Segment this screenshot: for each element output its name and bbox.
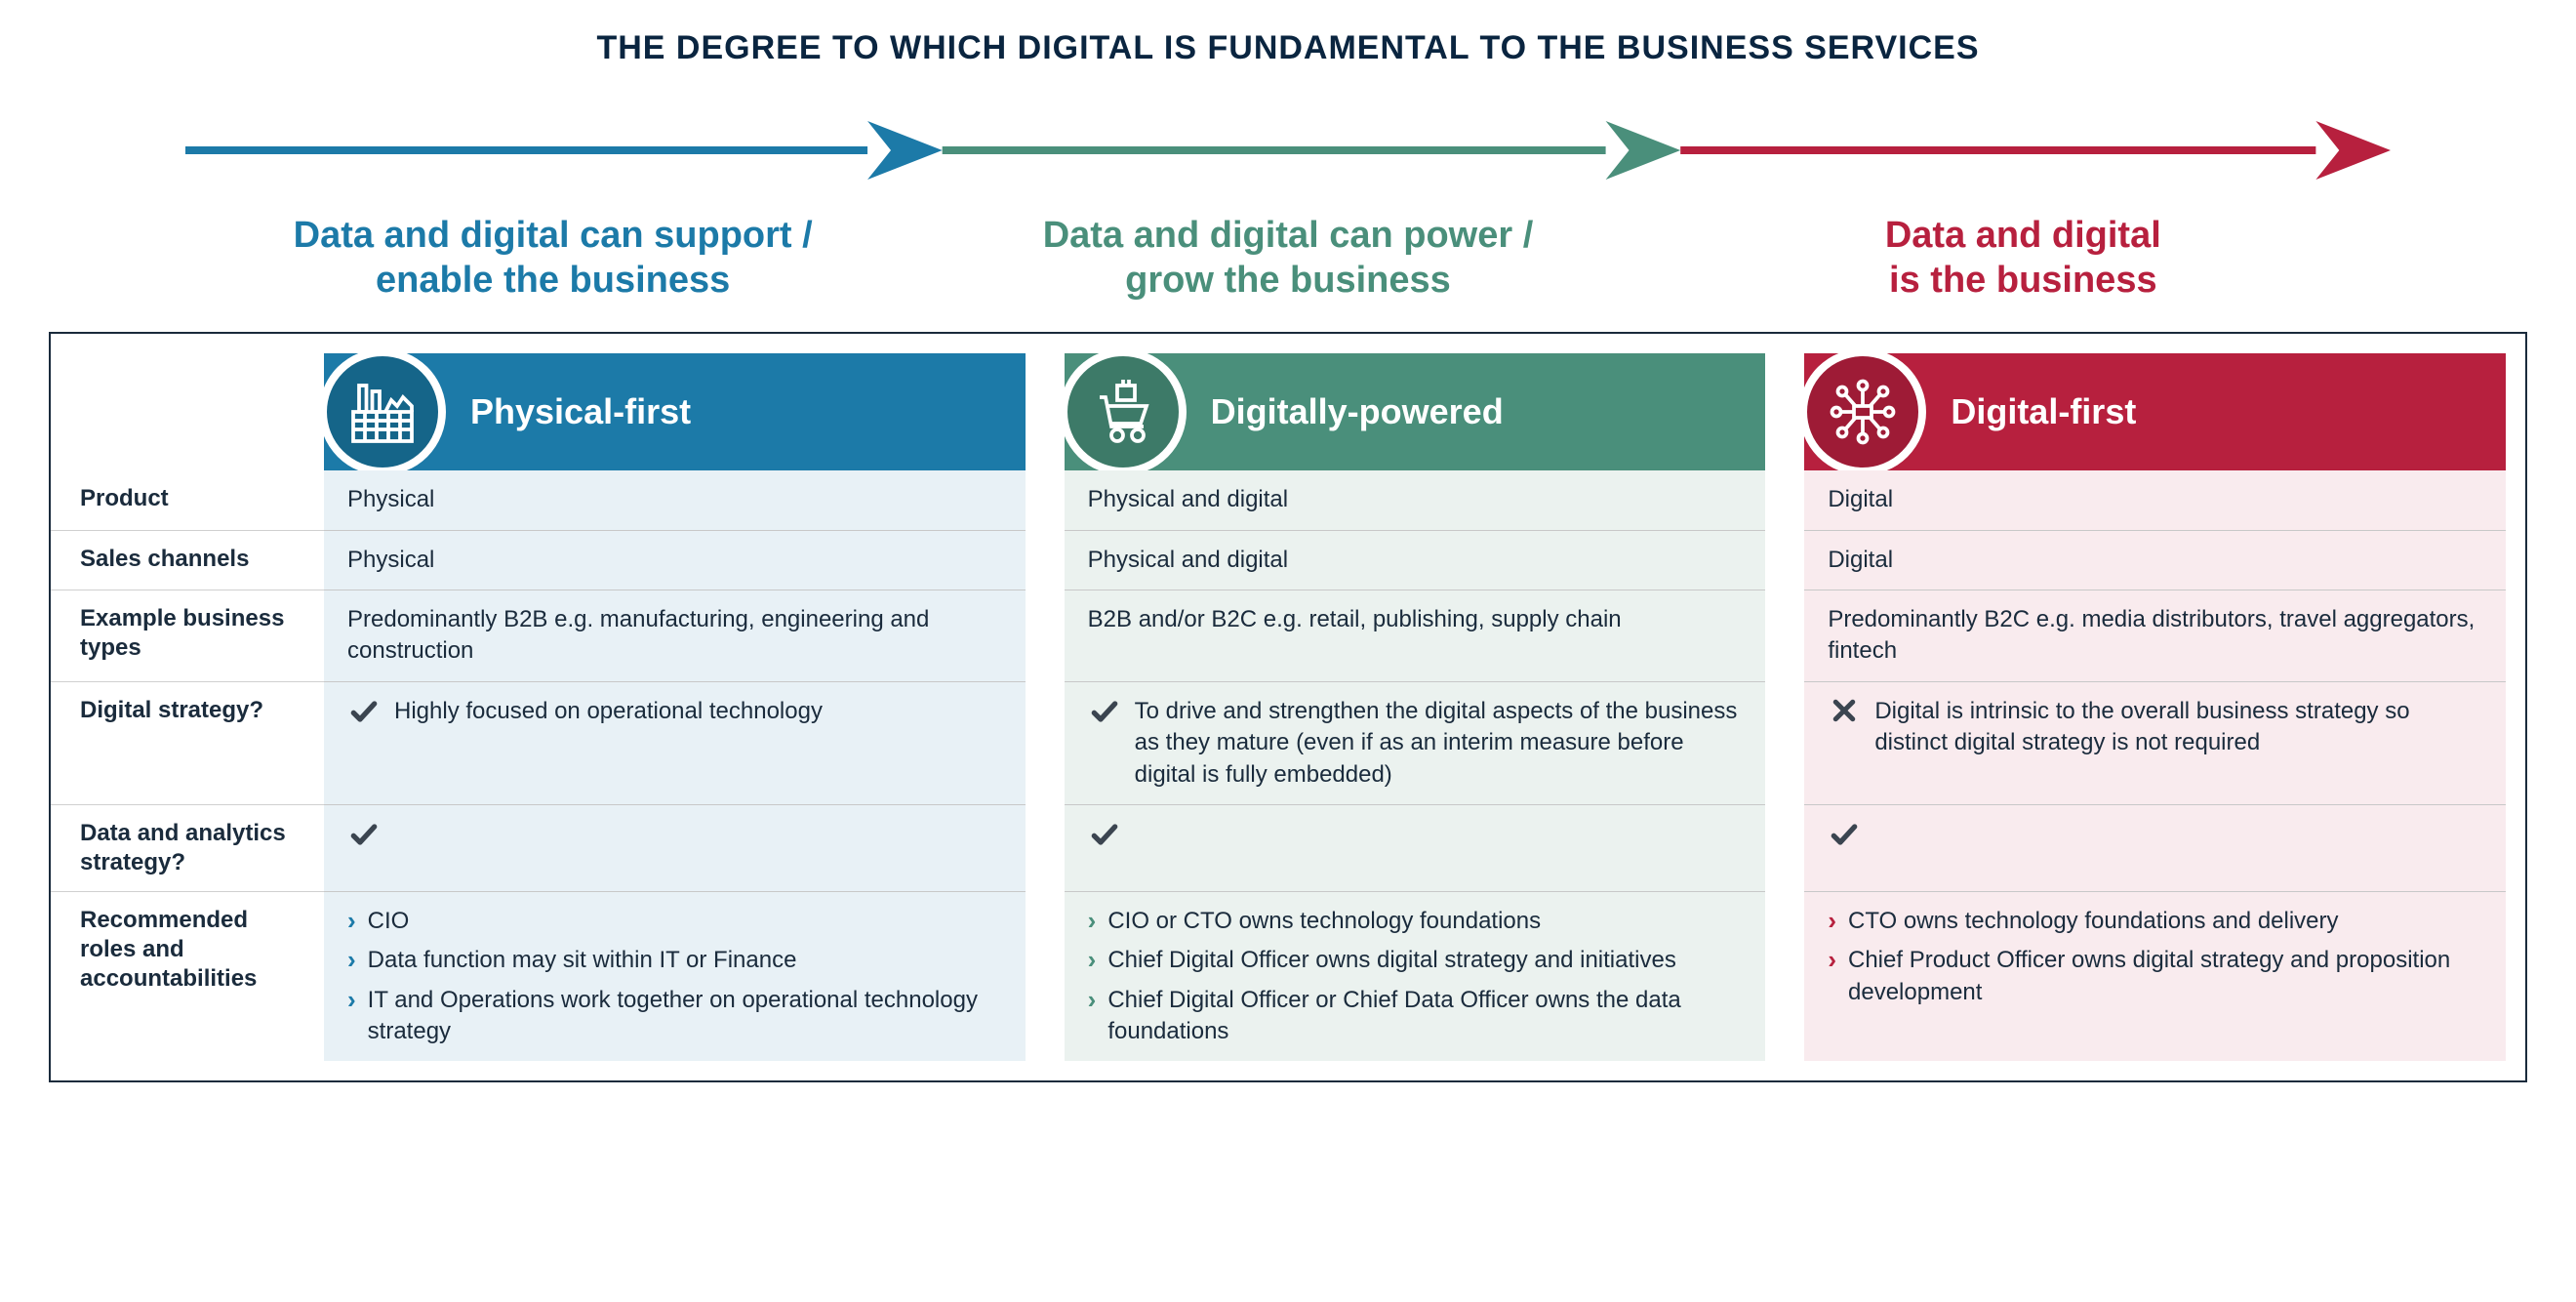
role-bullet: › CTO owns technology foundations and del… xyxy=(1828,906,2482,937)
chevron-icon: › xyxy=(1088,906,1097,936)
subtitle-left: Data and digital can support / enable th… xyxy=(185,214,920,303)
role-text: IT and Operations work together on opera… xyxy=(368,985,1002,1048)
role-text: CIO or CTO owns technology foundations xyxy=(1107,906,1541,937)
role-bullet: › Chief Digital Officer owns digital stra… xyxy=(1088,945,1743,976)
row-label-roles: Recommended roles and accountabilities xyxy=(51,892,324,1062)
cell-c1-strategy: Highly focused on operational technology xyxy=(324,682,1026,805)
chevron-icon: › xyxy=(347,906,356,936)
col-header-digital-powered: Digitally-powered xyxy=(1065,353,1766,470)
col-header-physical-label: Physical-first xyxy=(470,391,691,432)
cell-c3-roles: › CTO owns technology foundations and del… xyxy=(1804,892,2506,1062)
subtitles-row: Data and digital can support / enable th… xyxy=(185,214,2391,303)
check-icon xyxy=(1828,819,1861,850)
cart-icon xyxy=(1060,348,1187,475)
row-label-data-strategy: Data and analytics strategy? xyxy=(51,805,324,892)
cell-c1-roles: › CIO › Data function may sit within IT or … xyxy=(324,892,1026,1062)
role-text: Data function may sit within IT or Finan… xyxy=(368,945,797,976)
role-bullet: › CIO or CTO owns technology foundations xyxy=(1088,906,1743,937)
check-icon xyxy=(1088,696,1121,727)
cell-c3-strategy-text: Digital is intrinsic to the overall busi… xyxy=(1874,696,2482,759)
subtitle-mid: Data and digital can power / grow the bu… xyxy=(920,214,1655,303)
check-icon xyxy=(1088,819,1121,850)
role-bullet: › IT and Operations work together on oper… xyxy=(347,985,1002,1048)
cell-c2-sales: Physical and digital xyxy=(1065,531,1766,590)
subtitle-mid-l2: grow the business xyxy=(1125,260,1451,301)
role-text: CIO xyxy=(368,906,410,937)
cell-c3-data-strategy xyxy=(1804,805,2506,892)
row-label-examples: Example business types xyxy=(51,590,324,682)
chevron-icon: › xyxy=(347,945,356,975)
col-header-digital-first-label: Digital-first xyxy=(1951,391,2136,432)
network-icon xyxy=(1799,348,1926,475)
spectrum-arrow xyxy=(185,106,2391,194)
role-bullet: › Chief Digital Officer or Chief Data Off… xyxy=(1088,985,1743,1048)
chevron-icon: › xyxy=(1828,945,1836,975)
cell-c3-sales: Digital xyxy=(1804,531,2506,590)
cell-c1-sales: Physical xyxy=(324,531,1026,590)
factory-icon xyxy=(319,348,446,475)
col-header-digital-first: Digital-first xyxy=(1804,353,2506,470)
check-icon xyxy=(347,819,381,850)
role-text: CTO owns technology foundations and deli… xyxy=(1848,906,2339,937)
role-bullet: › Chief Product Officer owns digital stra… xyxy=(1828,945,2482,1008)
subtitle-left-l2: enable the business xyxy=(376,260,730,301)
cell-c1-examples: Predominantly B2B e.g. manufacturing, en… xyxy=(324,590,1026,682)
role-text: Chief Digital Officer owns digital strat… xyxy=(1107,945,1676,976)
main-title: THE DEGREE TO WHICH DIGITAL IS FUNDAMENT… xyxy=(49,29,2527,67)
subtitle-right-l2: is the business xyxy=(1889,260,2157,301)
subtitle-right-l1: Data and digital xyxy=(1885,215,2161,256)
cell-c1-strategy-text: Highly focused on operational technology xyxy=(394,696,823,727)
role-text: Chief Digital Officer or Chief Data Offi… xyxy=(1107,985,1742,1048)
subtitle-right: Data and digital is the business xyxy=(1656,214,2391,303)
cell-c2-strategy-text: To drive and strengthen the digital aspe… xyxy=(1135,696,1743,791)
col-header-physical: Physical-first xyxy=(324,353,1026,470)
check-icon xyxy=(347,696,381,727)
cell-c1-data-strategy xyxy=(324,805,1026,892)
subtitle-mid-l1: Data and digital can power / xyxy=(1043,215,1534,256)
subtitle-left-l1: Data and digital can support / xyxy=(294,215,813,256)
cell-c2-examples: B2B and/or B2C e.g. retail, publishing, … xyxy=(1065,590,1766,682)
row-label-strategy: Digital strategy? xyxy=(51,682,324,805)
cell-c2-data-strategy xyxy=(1065,805,1766,892)
cell-c3-strategy: Digital is intrinsic to the overall busi… xyxy=(1804,682,2506,805)
cell-c2-strategy: To drive and strengthen the digital aspe… xyxy=(1065,682,1766,805)
cross-icon xyxy=(1828,696,1861,725)
col-header-digital-powered-label: Digitally-powered xyxy=(1211,391,1504,432)
cell-c3-examples: Predominantly B2C e.g. media distributor… xyxy=(1804,590,2506,682)
row-label-sales: Sales channels xyxy=(51,531,324,590)
chevron-icon: › xyxy=(1088,945,1097,975)
cell-c1-product: Physical xyxy=(324,470,1026,530)
chevron-icon: › xyxy=(1088,985,1097,1015)
cell-c2-product: Physical and digital xyxy=(1065,470,1766,530)
cell-c2-roles: ›CIO or CTO owns technology foundations›… xyxy=(1065,892,1766,1062)
role-bullet: › Data function may sit within IT or Fina… xyxy=(347,945,1002,976)
chevron-icon: › xyxy=(1828,906,1836,936)
cell-c3-product: Digital xyxy=(1804,470,2506,530)
row-label-product: Product xyxy=(51,470,324,530)
role-text: Chief Product Officer owns digital strat… xyxy=(1848,945,2482,1008)
role-bullet: › CIO xyxy=(347,906,1002,937)
comparison-table: Physical-first Digitally-powered xyxy=(49,332,2527,1082)
chevron-icon: › xyxy=(347,985,356,1015)
